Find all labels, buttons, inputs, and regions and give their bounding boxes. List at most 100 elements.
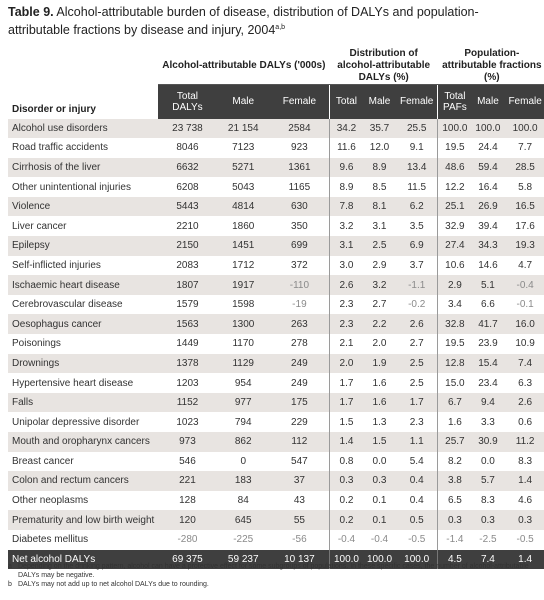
table-cell: 183 (216, 471, 270, 491)
table-cell: 1.5 (328, 412, 363, 432)
table-cell: 59 237 (216, 549, 270, 570)
table-cell: 37 (269, 471, 330, 491)
footnote-text: DALYs may not add up to net alcohol DALY… (18, 581, 209, 588)
table-cell: -0.2 (396, 294, 438, 315)
table-cell: 6632 (158, 157, 217, 178)
table-cell: 973 (158, 432, 217, 452)
disorder-name: Liver cancer (8, 216, 159, 237)
table-cell: 0.1 (362, 510, 397, 530)
table-cell: 1.4 (504, 471, 544, 491)
table-cell: 35.7 (362, 118, 397, 139)
table-row: Road traffic accidents 8046 7123 923 11.6 12.… (8, 138, 544, 158)
disorder-name: Alcohol use disorders (8, 118, 159, 139)
table-row: Liver cancer 2210 1860 350 3.2 3.1 3.5 32.9 39.4… (8, 216, 544, 237)
table-row: Hypertensive heart disease 1203 954 249 1.7 1… (8, 373, 544, 393)
table-cell: 69 375 (158, 549, 217, 570)
table-cell: 11.5 (396, 177, 438, 197)
table-cell: 1.5 (362, 432, 397, 452)
table-cell: 2.3 (396, 412, 438, 432)
table-cell: -19 (269, 294, 330, 315)
table-cell: 23.4 (471, 373, 505, 393)
table-row: Other neoplasms 128 84 43 0.2 0.1 0.4 6.5 8.3 4.6 (8, 490, 544, 511)
table-cell: 1203 (158, 373, 217, 393)
table-row: Prematurity and low birth weight 120 645 55… (8, 510, 544, 530)
table-cell: 23 738 (158, 118, 217, 139)
table-cell: 8.2 (437, 451, 472, 472)
column-header-female-dist: Female (396, 84, 438, 119)
table-row: Breast cancer 546 0 547 0.8 0.0 5.4 8.2 0.0 8.3 (8, 451, 544, 472)
table-cell: 0.8 (328, 451, 363, 472)
table-cell: 3.4 (437, 294, 472, 315)
table-cell: 19.5 (437, 138, 472, 158)
table-cell: 1165 (269, 177, 330, 197)
table-cell: 2.6 (328, 275, 363, 295)
column-header-total-dalys: Total DALYs (158, 84, 217, 119)
title-footnote-marks: a,b (275, 24, 286, 31)
table-cell: -0.4 (362, 529, 397, 550)
table-cell: 15.4 (471, 353, 505, 374)
table-row: Drownings 1378 1129 249 2.0 1.9 2.5 12.8 15.4 7.4 (8, 353, 544, 374)
table-cell: -0.1 (504, 294, 544, 315)
table-cell: -0.5 (396, 529, 438, 550)
footnote-text: Depending on the drinking pattern, alcoh… (18, 563, 529, 579)
column-header-female-pafs: Female (504, 84, 544, 119)
table-cell: -0.4 (504, 275, 544, 295)
table-cell: 100.0 (437, 118, 472, 139)
table-cell: 11.6 (328, 138, 363, 158)
table-cell: 221 (158, 471, 217, 491)
table-cell: 0.3 (471, 510, 505, 530)
table-cell: 100.0 (362, 549, 397, 570)
table-cell: 2083 (158, 255, 217, 276)
column-header-male-dist: Male (362, 84, 397, 119)
table-cell: 43 (269, 490, 330, 511)
table-cell: 175 (269, 392, 330, 413)
table-cell: -280 (158, 529, 217, 550)
disorder-name: Violence (8, 196, 159, 217)
table-row: Ischaemic heart disease 1807 1917 -110 2.6 3.… (8, 275, 544, 295)
table-cell: 9.6 (328, 157, 363, 178)
table-cell: 699 (269, 236, 330, 256)
table-cell: 100.0 (328, 549, 363, 570)
table-cell: 15.0 (437, 373, 472, 393)
table-label: Table 9. (8, 5, 54, 19)
table-cell: 10.6 (437, 255, 472, 276)
table-cell: 9.1 (396, 138, 438, 158)
disorder-name: Hypertensive heart disease (8, 373, 159, 393)
table-cell: 12.2 (437, 177, 472, 197)
group-header-pafs: Population-attributable fractions (%) (437, 48, 544, 85)
table-cell: 28.5 (504, 157, 544, 178)
table-cell: 6.6 (471, 294, 505, 315)
table-cell: 5.8 (504, 177, 544, 197)
table-cell: 17.6 (504, 216, 544, 237)
table-cell: 7.4 (471, 549, 505, 570)
table-cell: 25.1 (437, 196, 472, 217)
disorder-name: Breast cancer (8, 451, 159, 472)
table-cell: 14.6 (471, 255, 505, 276)
table-cell: 1449 (158, 334, 217, 354)
table-cell: 7123 (216, 138, 270, 158)
table-cell: 2.5 (396, 373, 438, 393)
disorder-name: Poisonings (8, 334, 159, 354)
table-cell: 1.3 (362, 412, 397, 432)
disorder-name: Unipolar depressive disorder (8, 412, 159, 432)
table-cell: 0.5 (396, 510, 438, 530)
table-cell: -56 (269, 529, 330, 550)
table-cell: 4814 (216, 196, 270, 217)
table-cell: 6.7 (437, 392, 472, 413)
disorder-name: Diabetes mellitus (8, 529, 159, 550)
table-row: Colon and rectum cancers 221 183 37 0.3 0.3 0.… (8, 471, 544, 491)
table-cell: 5043 (216, 177, 270, 197)
column-header-total-pafs: Total PAFs (437, 84, 472, 119)
table-cell: 1.9 (362, 353, 397, 374)
table-row: Oesophagus cancer 1563 1300 263 2.3 2.2 2.6 32.… (8, 314, 544, 335)
disorder-name: Epilepsy (8, 236, 159, 256)
table-cell: 1023 (158, 412, 217, 432)
table-cell: 11.2 (504, 432, 544, 452)
table-cell: 0.4 (396, 490, 438, 511)
table-cell: 3.1 (362, 216, 397, 237)
table-cell: 27.4 (437, 236, 472, 256)
table-row: Epilepsy 2150 1451 699 3.1 2.5 6.9 27.4 34.3 19.3 (8, 236, 544, 256)
table-body: Alcohol use disorders 23 738 21 154 2584 34.… (8, 118, 544, 570)
table-cell: 278 (269, 334, 330, 354)
